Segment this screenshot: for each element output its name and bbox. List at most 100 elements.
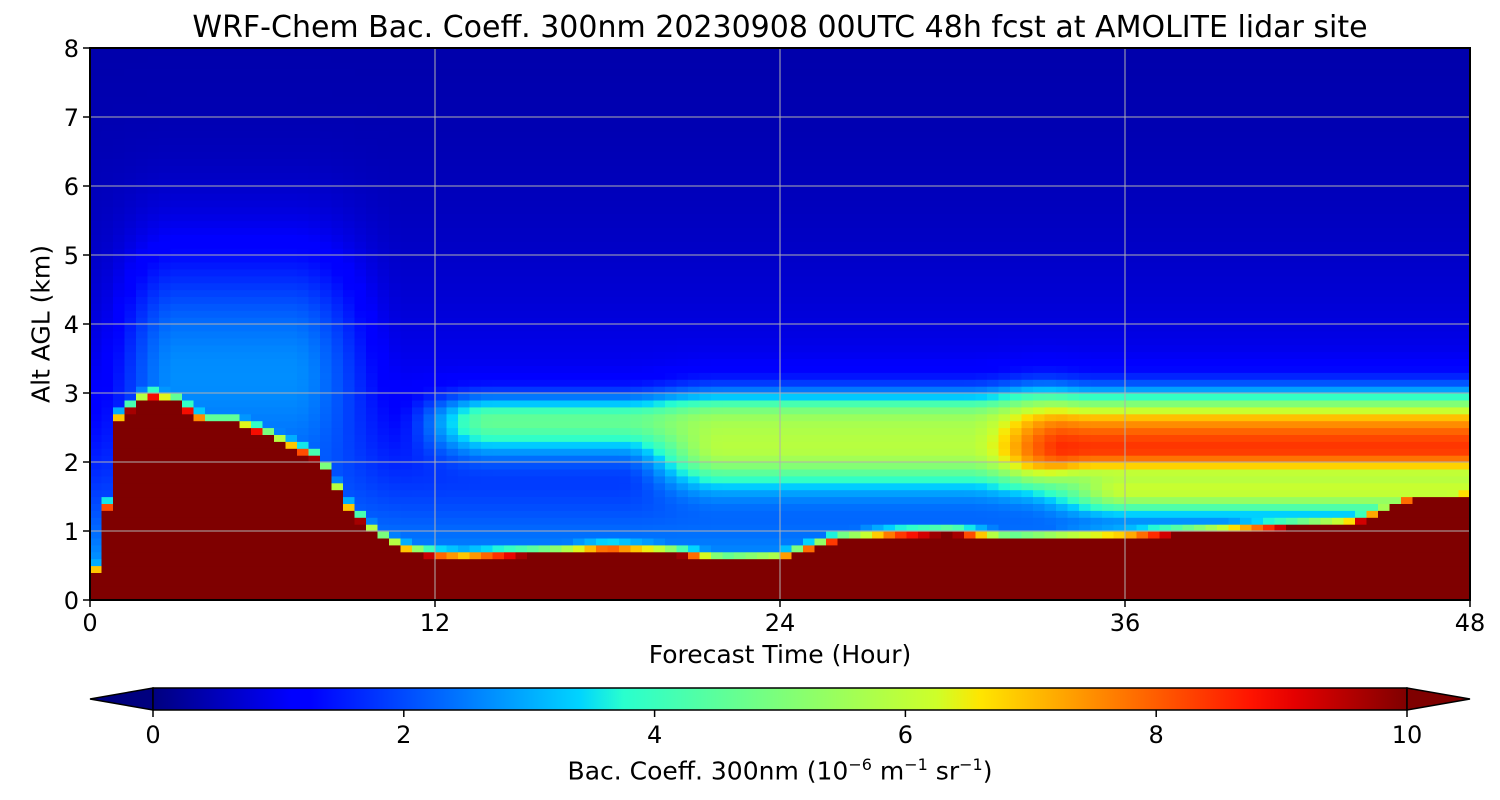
heatmap-cell — [469, 565, 482, 573]
heatmap-cell — [389, 227, 402, 235]
heatmap-cell — [642, 61, 655, 70]
heatmap-cell — [205, 524, 218, 532]
heatmap-cell — [676, 137, 689, 146]
heatmap-cell — [768, 572, 781, 580]
heatmap-cell — [90, 565, 103, 573]
heatmap-cell — [780, 317, 793, 325]
heatmap-cell — [791, 179, 804, 187]
heatmap-cell — [803, 496, 816, 504]
heatmap-cell — [446, 399, 459, 408]
heatmap-cell — [780, 82, 793, 90]
heatmap-cell — [228, 268, 241, 277]
heatmap-cell — [515, 510, 528, 518]
heatmap-cell — [159, 241, 172, 249]
heatmap-cell — [550, 420, 563, 429]
heatmap-cell — [607, 489, 620, 498]
heatmap-cell — [458, 365, 471, 373]
heatmap-cell — [538, 324, 551, 332]
heatmap-cell — [228, 386, 241, 394]
heatmap-cell — [331, 393, 344, 401]
heatmap-cell — [170, 524, 183, 532]
heatmap-cell — [630, 317, 643, 325]
heatmap-cell — [228, 565, 241, 573]
heatmap-cell — [596, 524, 609, 532]
heatmap-cell — [400, 89, 413, 97]
heatmap-cell — [343, 337, 356, 346]
heatmap-cell — [262, 151, 275, 159]
heatmap-cell — [791, 551, 804, 560]
heatmap-cell — [676, 75, 689, 84]
heatmap-cell — [331, 75, 344, 84]
heatmap-cell — [734, 358, 747, 366]
heatmap-cell — [711, 379, 724, 387]
heatmap-cell — [251, 344, 264, 353]
heatmap-cell — [262, 565, 275, 573]
heatmap-cell — [768, 186, 781, 194]
heatmap-cell — [803, 379, 816, 387]
heatmap-cell — [469, 234, 482, 242]
heatmap-cell — [619, 551, 632, 560]
heatmap-cell — [101, 413, 114, 422]
heatmap-cell — [435, 551, 448, 560]
heatmap-cell — [711, 144, 724, 153]
heatmap-cell — [182, 227, 195, 235]
heatmap-cell — [538, 48, 551, 56]
heatmap-cell — [400, 137, 413, 146]
heatmap-cell — [228, 54, 241, 63]
heatmap-cell — [285, 54, 298, 63]
heatmap-cell — [561, 448, 574, 456]
heatmap-cell — [423, 96, 436, 104]
heatmap-cell — [515, 448, 528, 456]
heatmap-cell — [722, 48, 735, 56]
heatmap-cell — [193, 144, 206, 153]
heatmap-cell — [550, 475, 563, 484]
heatmap-cell — [458, 110, 471, 118]
heatmap-cell — [435, 434, 448, 442]
heatmap-cell — [734, 261, 747, 270]
heatmap-cell — [389, 351, 402, 360]
heatmap-cell — [331, 227, 344, 235]
heatmap-cell — [159, 261, 172, 270]
heatmap-cell — [435, 186, 448, 194]
heatmap-cell — [412, 48, 425, 56]
heatmap-cell — [630, 117, 643, 125]
heatmap-cell — [251, 475, 264, 484]
heatmap-cell — [331, 503, 344, 511]
heatmap-cell — [228, 510, 241, 518]
heatmap-cell — [343, 330, 356, 339]
heatmap-cell — [136, 413, 149, 422]
heatmap-cell — [803, 531, 816, 539]
heatmap-cell — [331, 351, 344, 360]
heatmap-cell — [147, 165, 160, 173]
heatmap-cell — [676, 275, 689, 284]
heatmap-cell — [193, 192, 206, 201]
heatmap-cell — [584, 372, 597, 380]
heatmap-cell — [366, 144, 379, 153]
heatmap-cell — [607, 289, 620, 297]
heatmap-cell — [722, 123, 735, 132]
heatmap-cell — [561, 54, 574, 63]
heatmap-cell — [676, 303, 689, 311]
heatmap-cell — [251, 275, 264, 284]
heatmap-cell — [159, 379, 172, 387]
heatmap-cell — [182, 344, 195, 353]
heatmap-cell — [711, 503, 724, 511]
heatmap-cell — [711, 275, 724, 284]
heatmap-cell — [711, 137, 724, 146]
heatmap-cell — [607, 199, 620, 208]
heatmap-cell — [699, 241, 712, 249]
heatmap-cell — [745, 379, 758, 387]
heatmap-cell — [274, 165, 287, 173]
heatmap-cell — [481, 48, 494, 56]
heatmap-cell — [722, 524, 735, 532]
heatmap-cell — [538, 393, 551, 401]
heatmap-cell — [412, 475, 425, 484]
heatmap-cell — [619, 255, 632, 263]
heatmap-cell — [688, 61, 701, 70]
heatmap-cell — [423, 110, 436, 118]
heatmap-cell — [803, 351, 816, 360]
heatmap-cell — [481, 406, 494, 415]
heatmap-cell — [412, 206, 425, 215]
heatmap-cell — [642, 220, 655, 228]
heatmap-cell — [515, 324, 528, 332]
